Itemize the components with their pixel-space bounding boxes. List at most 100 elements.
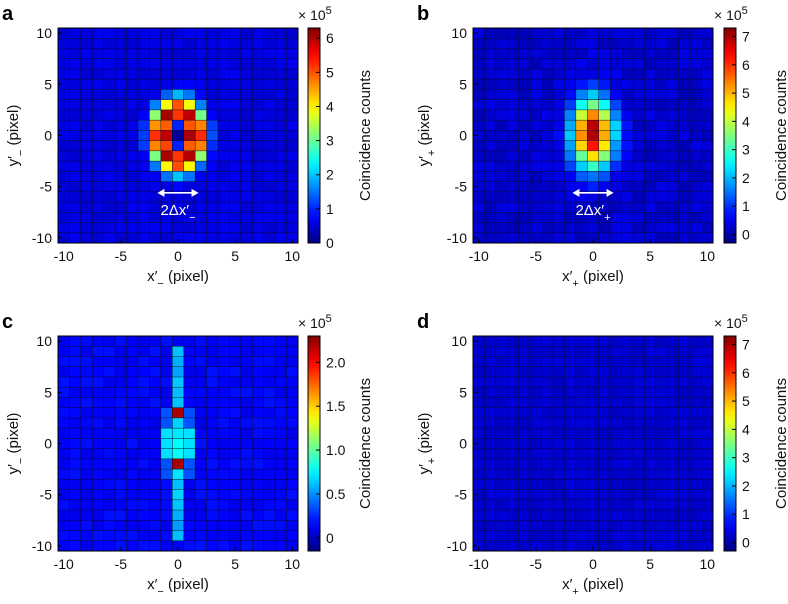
heatmap-cell xyxy=(667,427,680,439)
heatmap-cell xyxy=(632,468,645,480)
heatmap-cell xyxy=(149,489,162,501)
heatmap-cell xyxy=(644,376,657,388)
heatmap-cell xyxy=(194,366,208,378)
heatmap-cell xyxy=(518,48,531,60)
heatmap-cell xyxy=(518,222,531,234)
heatmap-cell xyxy=(57,356,70,368)
heatmap-cell xyxy=(587,27,600,39)
heatmap-cell xyxy=(103,397,116,409)
heatmap-cell xyxy=(632,109,645,121)
heatmap-cell xyxy=(160,99,173,111)
heatmap-cell xyxy=(541,99,554,111)
heatmap-cell xyxy=(644,181,657,193)
heatmap-cell xyxy=(632,335,645,347)
heatmap-cell xyxy=(655,417,668,429)
heatmap-cell xyxy=(495,417,508,429)
heatmap-cell xyxy=(126,222,139,234)
heatmap-cell xyxy=(701,346,714,358)
heatmap-cell xyxy=(529,427,543,439)
heatmap-cell xyxy=(632,346,645,358)
heatmap-cell xyxy=(137,140,150,152)
heatmap-cell xyxy=(229,171,242,183)
heatmap-cell xyxy=(472,499,485,511)
heatmap-cell xyxy=(575,407,588,419)
heatmap-cell xyxy=(114,356,128,368)
heatmap-cell xyxy=(507,38,520,50)
heatmap-cell xyxy=(229,38,242,50)
heatmap-cell xyxy=(598,38,611,50)
heatmap-cell xyxy=(114,499,128,511)
heatmap-cell xyxy=(678,468,691,480)
heatmap-cell xyxy=(194,150,208,162)
heatmap-cell xyxy=(598,499,611,511)
heatmap-cell xyxy=(160,171,173,183)
heatmap-cell xyxy=(701,171,714,183)
heatmap-cell xyxy=(103,448,116,460)
heatmap-cell xyxy=(552,201,565,213)
heatmap-cell xyxy=(587,458,600,470)
heatmap-cell xyxy=(194,78,208,90)
heatmap-cell xyxy=(541,48,554,60)
heatmap-cell xyxy=(183,520,196,532)
heatmap-cell xyxy=(274,232,288,244)
heatmap-cell xyxy=(286,78,299,90)
heatmap-cell xyxy=(57,397,70,409)
heatmap-cell xyxy=(575,397,588,409)
heatmap-cell xyxy=(667,438,680,450)
heatmap-cell xyxy=(541,376,554,388)
heatmap-cell xyxy=(701,58,714,70)
heatmap-cell xyxy=(655,499,668,511)
heatmap-cell xyxy=(507,171,520,183)
heatmap-cell xyxy=(621,48,634,60)
heatmap-cell xyxy=(621,530,634,542)
heatmap-cell xyxy=(484,150,497,162)
heatmap-cell xyxy=(587,160,600,172)
heatmap-cell xyxy=(621,366,634,378)
heatmap-cell xyxy=(229,386,242,398)
heatmap-cell xyxy=(564,232,577,244)
heatmap-cell xyxy=(598,386,611,398)
heatmap-cell xyxy=(80,201,93,213)
heatmap-cell xyxy=(678,38,691,50)
heatmap-cell xyxy=(103,140,116,152)
heatmap-cell xyxy=(69,48,82,60)
heatmap-cell xyxy=(667,335,680,347)
heatmap-cell xyxy=(194,438,208,450)
heatmap-cell xyxy=(149,397,162,409)
heatmap-cell xyxy=(678,181,691,193)
heatmap-cell xyxy=(137,68,150,80)
heatmap-cell xyxy=(263,191,276,203)
heatmap-cell xyxy=(240,212,253,224)
heatmap-cell xyxy=(564,335,577,347)
heatmap-cell xyxy=(484,407,497,419)
heatmap-cell xyxy=(252,397,265,409)
heatmap-cell xyxy=(149,119,162,131)
heatmap-cell xyxy=(229,212,242,224)
heatmap-cell xyxy=(286,366,299,378)
heatmap-cell xyxy=(149,407,162,419)
heatmap-cell xyxy=(252,356,265,368)
heatmap-cell xyxy=(103,119,116,131)
heatmap-cell xyxy=(114,191,128,203)
heatmap-cell xyxy=(609,99,623,111)
heatmap-cell xyxy=(552,397,565,409)
heatmap-cell xyxy=(194,48,208,60)
heatmap-cell xyxy=(472,48,485,60)
heatmap-cell xyxy=(644,130,657,142)
heatmap-cell xyxy=(655,48,668,60)
heatmap-cell xyxy=(80,119,93,131)
heatmap-cell xyxy=(529,335,543,347)
heatmap-cell xyxy=(701,438,714,450)
heatmap-cell xyxy=(689,397,703,409)
heatmap-cell xyxy=(172,130,185,142)
heatmap-cell xyxy=(217,150,230,162)
heatmap-cell xyxy=(286,201,299,213)
heatmap-cell xyxy=(472,140,485,152)
heatmap-cell xyxy=(126,346,139,358)
heatmap-cell xyxy=(701,222,714,234)
heatmap-cell xyxy=(274,160,288,172)
heatmap-cell xyxy=(206,540,219,552)
heatmap-cell xyxy=(206,438,219,450)
heatmap-cell xyxy=(114,38,128,50)
heatmap-cell xyxy=(183,407,196,419)
